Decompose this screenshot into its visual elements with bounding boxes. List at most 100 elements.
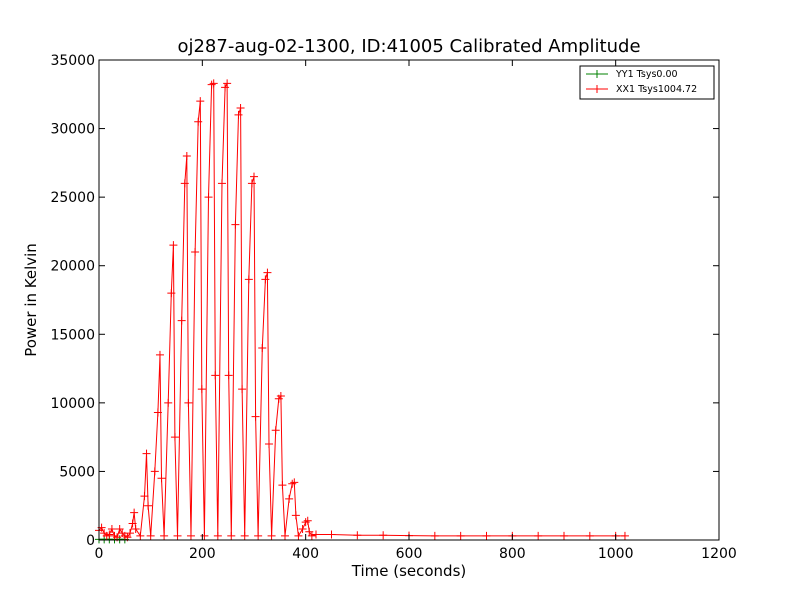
data-point [271,426,280,435]
x-tick-label: 1000 [598,546,634,562]
data-point [177,316,186,325]
y-axis-label: Power in Kelvin [22,243,40,357]
data-point [211,371,220,380]
data-point [130,508,139,517]
data-point [146,531,155,540]
data-point [278,481,287,490]
legend: YY1 Tsys0.00 XX1 Tsys1004.72 [579,65,715,100]
data-point [261,275,270,284]
chart-title: oj287-aug-02-1300, ID:41005 Calibrated A… [177,36,640,57]
data-point [197,385,206,394]
data-point [142,449,151,458]
data-point [307,531,316,540]
y-tick-label: 35000 [50,53,95,69]
data-point [276,392,285,400]
y-tick-label: 10000 [50,396,95,412]
data-point [204,193,213,202]
data-point [534,531,543,540]
data-point [167,289,176,298]
data-point [169,241,178,250]
data-point [200,531,209,540]
data-point [258,344,267,352]
y-tick-label: 25000 [50,190,95,206]
data-point [186,531,195,540]
data-point [223,79,232,88]
ticks-layer: 0 200 400 600 800 1000 1200 0 5000 10000 15000 2000… [50,53,736,562]
x-tick-label: 0 [95,546,104,562]
x-tick-label: 600 [396,546,423,562]
data-point [221,83,230,92]
data-point [164,398,173,407]
data-point [620,531,629,540]
data-point [267,531,276,540]
data-point [182,152,191,160]
x-axis-label: Time (seconds) [351,562,467,580]
data-point [153,408,162,417]
data-point [160,531,169,540]
data-point [254,531,263,540]
legend-label-xx1: XX1 Tsys1004.72 [616,84,697,95]
y-tick-label: 30000 [50,122,95,138]
y-tick-label: 0 [86,533,95,549]
data-point [126,529,134,538]
data-point [244,275,253,284]
data-point [290,478,299,487]
data-point [209,79,218,88]
data-point [194,117,203,126]
data-point [140,492,149,501]
data-point [238,385,247,394]
data-point [191,248,200,256]
data-point [105,530,114,539]
data-point [240,531,249,540]
data-point [213,531,222,540]
data-point [128,519,137,528]
data-point [456,531,465,540]
legend-box [579,65,715,100]
data-point [585,531,594,540]
data-point [305,527,314,536]
data-point [294,531,303,540]
data-point [303,516,312,525]
y-tick-label: 20000 [50,259,95,275]
data-point [144,501,153,510]
data-point [217,179,226,188]
data-point [247,179,256,188]
data-point [231,220,240,229]
data-point [288,479,297,488]
data-point [298,525,307,534]
data-point [327,530,336,539]
data-point [264,440,273,448]
x-tick-label: 800 [499,546,526,562]
data-point [224,371,233,380]
data-point [131,525,140,534]
series-1 [95,79,629,542]
data-point [285,494,294,503]
data-point [250,172,258,181]
data-point [263,268,272,277]
data-point [196,97,205,106]
data-point [236,104,245,112]
data-point [312,530,320,539]
data-point [184,398,193,407]
data-point [353,531,362,540]
data-point [301,518,310,527]
data-point [281,531,289,540]
data-point [291,511,300,520]
data-point [170,433,179,442]
data-point [379,531,388,540]
y-tick-label: 5000 [59,464,95,480]
data-point [107,525,116,534]
data-point [180,179,189,188]
x-tick-label: 400 [292,546,319,562]
legend-label-yy1: YY1 Tsys0.00 [615,69,678,80]
series-layer [95,79,629,544]
data-point [482,531,491,540]
data-point [115,525,124,534]
data-point [173,531,182,540]
data-point [227,531,236,540]
data-point [157,474,166,483]
data-point [150,467,159,476]
legend-marker-xx1 [593,85,601,93]
data-point [155,350,164,359]
